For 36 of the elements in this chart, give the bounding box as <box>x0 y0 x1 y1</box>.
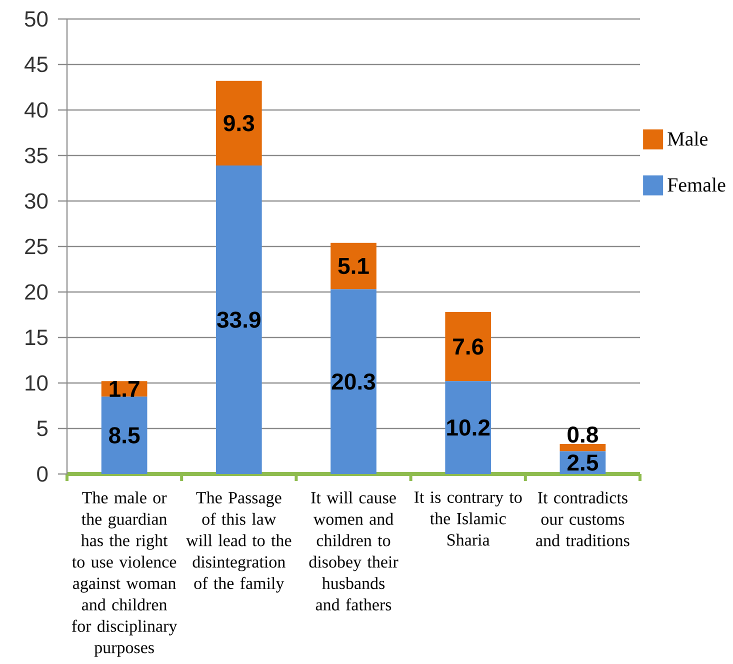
legend-label: Female <box>668 178 726 192</box>
bar <box>330 289 376 474</box>
y-tick-label: 15 <box>26 330 48 346</box>
bar <box>330 242 376 290</box>
y-tick-label: 10 <box>26 375 48 391</box>
y-tick-label: 5 <box>37 420 48 436</box>
data-label: 2.5 <box>568 454 598 471</box>
y-tick-label: 45 <box>24 56 48 72</box>
x-tick-label: It contradicts our customs and traditions <box>536 492 630 546</box>
y-tick-label: 35 <box>24 148 48 164</box>
bar <box>101 396 148 474</box>
bar <box>216 166 262 474</box>
x-tick-label: It is contrary to the Islamic Sharia <box>414 492 522 546</box>
legend-label: Male <box>668 132 708 146</box>
data-label: 33.9 <box>217 312 260 328</box>
data-label: 9.3 <box>224 115 254 132</box>
x-tick-label: The Passage of this law will lead to the disintegration of the family <box>186 492 292 593</box>
bar <box>445 381 492 474</box>
data-label: 7.6 <box>453 338 484 355</box>
data-label: 5.1 <box>338 258 369 274</box>
bar <box>560 444 606 452</box>
bar <box>445 312 492 382</box>
data-label: 1.7 <box>110 380 140 397</box>
bar <box>216 80 262 166</box>
data-label: 0.8 <box>568 426 598 443</box>
y-tick-label: 20 <box>25 284 48 300</box>
data-label: 10.2 <box>447 419 490 436</box>
data-label: 8.5 <box>109 427 140 444</box>
y-tick-label: 0 <box>37 466 48 482</box>
y-tick-label: 30 <box>24 193 48 209</box>
y-tick-label: 25 <box>25 238 48 254</box>
data-label: 20.3 <box>332 373 376 390</box>
x-tick-label: It will cause women and children to disobey their husbands and fathers <box>309 492 398 610</box>
y-tick-label: 40 <box>24 102 48 118</box>
x-tick-label: The male or the guardian has the right to use violence against woman and children for disciplinary purposes <box>72 492 178 657</box>
y-tick-label: 50 <box>24 11 48 27</box>
